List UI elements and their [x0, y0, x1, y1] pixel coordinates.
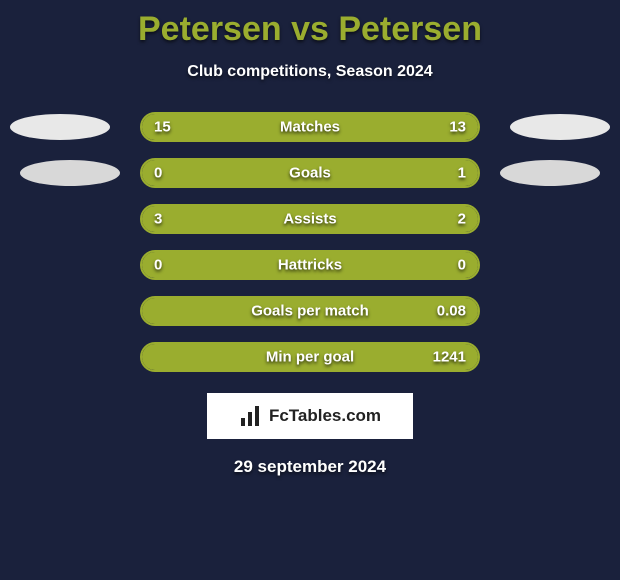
- stat-label: Goals per match: [251, 303, 369, 320]
- stat-label: Min per goal: [266, 349, 354, 366]
- value-left: 3: [154, 211, 162, 228]
- branding-text: FcTables.com: [269, 406, 381, 426]
- value-right: 1241: [433, 349, 466, 366]
- stat-row: 0 1 Goals: [0, 157, 620, 203]
- chart-bars-icon: [239, 404, 263, 428]
- avatar-right: [500, 160, 600, 186]
- stat-label: Assists: [283, 211, 336, 228]
- stat-row: 3 2 Assists: [0, 203, 620, 249]
- stat-bar: 3 2 Assists: [140, 204, 480, 234]
- stat-bar: 15 13 Matches: [140, 112, 480, 142]
- value-right: 2: [458, 211, 466, 228]
- value-left: 0: [154, 165, 162, 182]
- value-left: 0: [154, 257, 162, 274]
- stat-bar: 1241 Min per goal: [140, 342, 480, 372]
- value-left: 15: [154, 119, 171, 136]
- stat-label: Goals: [289, 165, 331, 182]
- stat-bar: 0.08 Goals per match: [140, 296, 480, 326]
- date-text: 29 september 2024: [0, 457, 620, 477]
- stat-row: 0.08 Goals per match: [0, 295, 620, 341]
- avatar-left: [20, 160, 120, 186]
- stat-bar: 0 0 Hattricks: [140, 250, 480, 280]
- stat-row: 1241 Min per goal: [0, 341, 620, 387]
- avatar-left: [10, 114, 110, 140]
- stats-container: 15 13 Matches 0 1 Goals 3 2 Assists 0 0 Hattricks 0.…: [0, 111, 620, 387]
- stat-bar: 0 1 Goals: [140, 158, 480, 188]
- value-right: 0: [458, 257, 466, 274]
- value-right: 1: [458, 165, 466, 182]
- page-subtitle: Club competitions, Season 2024: [0, 63, 620, 81]
- page-title: Petersen vs Petersen: [0, 0, 620, 49]
- avatar-right: [510, 114, 610, 140]
- value-right: 13: [449, 119, 466, 136]
- value-right: 0.08: [437, 303, 466, 320]
- stat-row: 0 0 Hattricks: [0, 249, 620, 295]
- stat-label: Matches: [280, 119, 340, 136]
- stat-row: 15 13 Matches: [0, 111, 620, 157]
- branding-box: FcTables.com: [207, 393, 413, 439]
- stat-label: Hattricks: [278, 257, 342, 274]
